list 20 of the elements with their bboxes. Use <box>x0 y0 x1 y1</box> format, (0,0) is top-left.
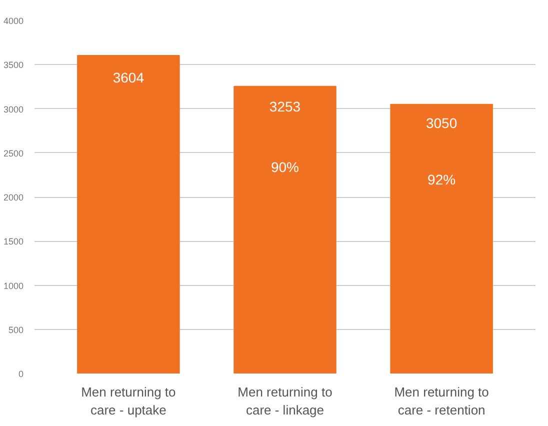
x-tick-label: Men returning to care - linkage <box>238 384 332 418</box>
data-label: 3050 <box>426 115 458 132</box>
bar <box>77 54 180 374</box>
y-tick-label: 3500 <box>3 60 24 70</box>
y-tick-label: 500 <box>8 324 24 335</box>
x-tick-label: Men returning to care - retention <box>394 384 489 418</box>
x-tick-label: Men returning to care - uptake <box>81 384 176 418</box>
data-label: 3253 <box>269 98 301 115</box>
annotation: 92% <box>428 172 456 188</box>
bar <box>390 104 493 374</box>
annotation: 90% <box>270 158 300 175</box>
y-tick-label: 2500 <box>3 148 24 158</box>
y-tick-label: 1000 <box>3 280 24 291</box>
y-tick-label: 3000 <box>3 104 24 114</box>
bar <box>234 86 336 374</box>
y-tick-label: 2000 <box>3 192 24 202</box>
y-tick-label: 1500 <box>3 236 24 247</box>
y-tick-label: 4000 <box>3 16 24 26</box>
y-tick-label: 0 <box>18 369 24 379</box>
data-label: 3604 <box>112 70 144 86</box>
